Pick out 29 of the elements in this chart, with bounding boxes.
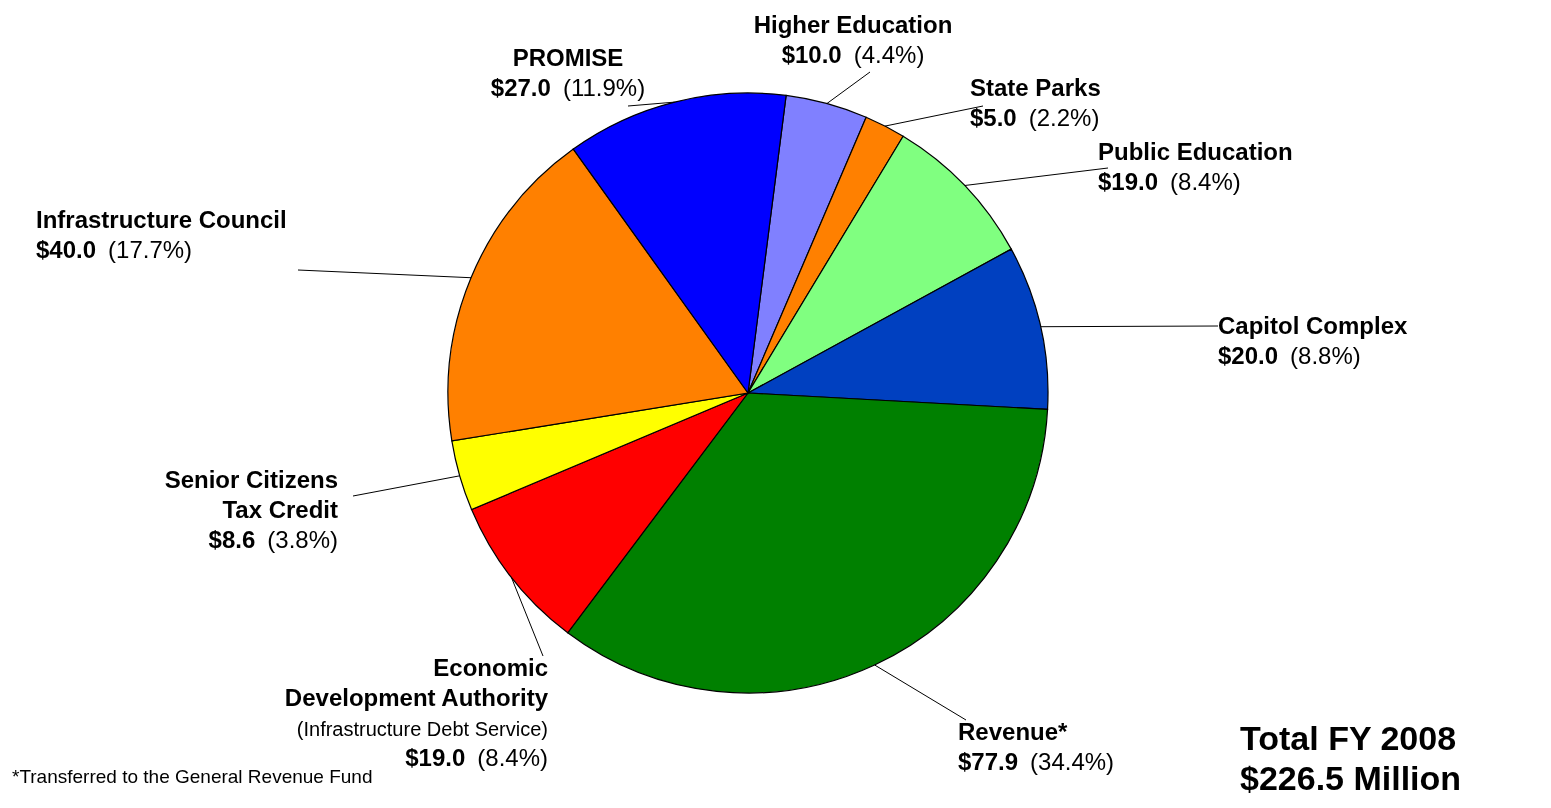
text: (8.4%) [1170, 168, 1241, 195]
text: (2.2%) [1028, 104, 1100, 131]
text: Total FY 2008 $226.5 Million [1240, 719, 1462, 797]
text: (4.4%) [853, 41, 925, 68]
data-label: $27.0 [490, 74, 551, 101]
slice-label: PROMISE [512, 44, 624, 71]
text: (11.9%) [562, 74, 646, 101]
slice-label: State Parks [970, 74, 1101, 101]
data-label: $19.0 [1098, 168, 1159, 195]
text: (34.4%) [1030, 748, 1115, 775]
text: (8.8%) [1290, 342, 1361, 369]
data-label: $8.6 [208, 526, 256, 553]
text: (8.4%) [477, 744, 548, 771]
data-label: $40.0 [36, 236, 97, 263]
slice-label: Public Education [1098, 138, 1293, 165]
text: (17.7%) [108, 236, 193, 263]
data-label: $20.0 [1218, 342, 1279, 369]
data-label: $19.0 [405, 744, 466, 771]
slice-label: Revenue* [958, 718, 1069, 745]
data-label: $77.9 [958, 748, 1019, 775]
data-label: $5.0 [970, 104, 1017, 131]
slice-label: Senior Citizens Tax Credit [164, 466, 338, 523]
slice-label: Higher Education [753, 11, 953, 38]
slice-label: Infrastructure Council [36, 206, 287, 233]
data-label: $10.0 [781, 41, 842, 68]
text: *Transferred to the General Revenue Fund [12, 766, 373, 787]
slice-label: Economic Development Authority (Infrastructure Debt Service) [284, 654, 549, 740]
text: (3.8%) [267, 526, 338, 553]
slice-label: Capitol Complex [1218, 312, 1408, 339]
